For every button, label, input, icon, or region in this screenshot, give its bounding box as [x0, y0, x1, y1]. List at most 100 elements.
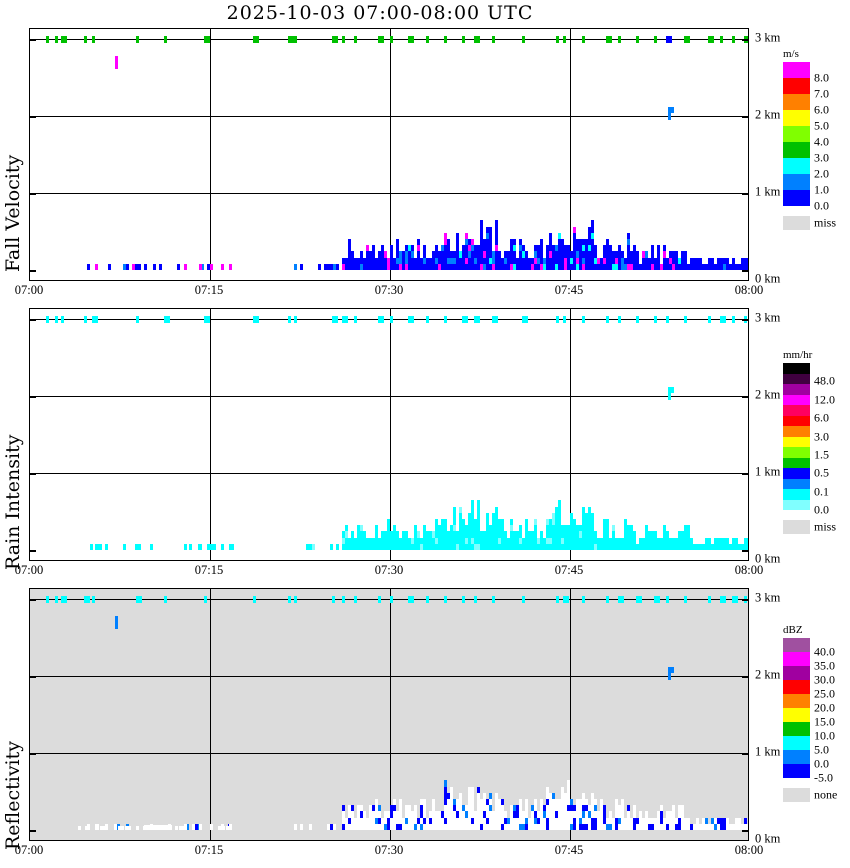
data-cell: [486, 799, 489, 806]
data-cell: [465, 525, 468, 532]
data-cell: [510, 239, 513, 246]
data-cell: [471, 537, 474, 544]
data-cell: [729, 543, 732, 550]
data-cell: [585, 519, 588, 526]
data-cell-3km: [474, 316, 477, 323]
plot-area-fall-velocity[interactable]: [29, 28, 749, 281]
data-cell: [627, 531, 630, 538]
data-cell: [630, 537, 633, 544]
data-cell: [639, 537, 642, 544]
colorbar-tick-label: 12.0: [814, 392, 835, 407]
data-cell: [459, 531, 462, 538]
colorbar-tick-label: 2.0: [814, 166, 829, 181]
data-cell: [480, 817, 483, 824]
data-cell-3km: [723, 316, 726, 323]
data-cell-3km: [291, 36, 294, 43]
data-cell: [717, 537, 720, 544]
data-cell: [435, 543, 438, 550]
data-cell: [591, 811, 594, 818]
data-cell: [663, 543, 666, 550]
data-cell: [372, 251, 375, 258]
data-cell: [453, 257, 456, 264]
data-cell-3km: [444, 316, 447, 323]
data-cell: [549, 245, 552, 252]
data-cell: [441, 531, 444, 538]
data-cell: [657, 257, 660, 264]
data-cell: [453, 799, 456, 806]
data-cell-3km: [253, 316, 257, 323]
data-cell: [606, 823, 609, 830]
data-cell: [498, 537, 501, 544]
data-cell: [438, 817, 441, 824]
data-cell: [540, 537, 543, 544]
data-cell: [516, 823, 519, 830]
data-cell: [513, 817, 516, 824]
data-cell: [408, 263, 411, 270]
data-cell: [534, 823, 537, 830]
data-cell-3km: [408, 596, 411, 603]
data-cell: [348, 239, 351, 246]
data-cell: [519, 251, 522, 258]
data-cell: [612, 251, 615, 258]
data-cell: [567, 799, 570, 806]
data-cell-3km: [294, 596, 297, 603]
data-cell: [717, 817, 720, 824]
data-cell: [459, 251, 462, 258]
data-cell: [426, 263, 429, 270]
data-cell: [444, 792, 447, 799]
plot-area-reflectivity[interactable]: [29, 588, 749, 841]
data-cell: [459, 543, 462, 550]
colorbar-swatch: [783, 158, 810, 174]
data-cell: [381, 263, 384, 270]
data-cell: [453, 263, 456, 270]
data-cell: [534, 537, 537, 544]
data-cell: [471, 245, 474, 252]
data-cell-3km: [474, 596, 477, 603]
data-cell-3km: [61, 36, 65, 43]
data-cell: [351, 805, 354, 812]
data-cell: [540, 823, 543, 830]
data-cell-3km: [462, 36, 465, 43]
data-cell: [609, 823, 612, 830]
data-cell: [540, 251, 543, 258]
data-cell: [552, 811, 555, 818]
data-cell: [423, 257, 426, 264]
xtick-0730-p3: 07:30: [374, 843, 404, 857]
data-cell: [351, 537, 354, 544]
data-cell: [579, 811, 582, 818]
data-cell: [384, 817, 387, 824]
colorbar-swatch: [783, 478, 810, 489]
data-cell-3km: [492, 596, 495, 603]
data-cell: [561, 537, 564, 544]
data-cell: [459, 525, 462, 532]
data-cell: [121, 826, 125, 830]
data-cell: [588, 506, 591, 513]
data-cell: [384, 257, 387, 264]
data-cell: [573, 537, 576, 544]
plot-area-rain-intensity[interactable]: [29, 308, 749, 561]
data-cell: [468, 823, 471, 830]
data-cell: [669, 257, 672, 264]
data-cell: [540, 245, 543, 252]
data-cell: [450, 263, 453, 270]
data-cell: [477, 506, 480, 513]
gridline-0745: [570, 309, 571, 560]
data-cell: [447, 817, 450, 824]
data-cell: [348, 543, 351, 550]
data-cell-3km: [390, 36, 393, 43]
data-cell: [354, 543, 357, 550]
data-cell: [654, 263, 657, 270]
data-cell: [453, 823, 456, 830]
data-cell: [576, 245, 579, 252]
data-cell: [450, 823, 453, 830]
data-cell: [477, 525, 480, 532]
data-cell: [525, 519, 528, 526]
colorbar-swatch: [783, 94, 810, 110]
data-cell: [534, 263, 537, 270]
data-cell: [672, 251, 675, 258]
data-cell: [447, 823, 450, 830]
data-cell: [417, 263, 420, 270]
data-cell-3km: [378, 596, 381, 603]
data-cell: [342, 543, 345, 550]
data-cell: [579, 257, 582, 264]
